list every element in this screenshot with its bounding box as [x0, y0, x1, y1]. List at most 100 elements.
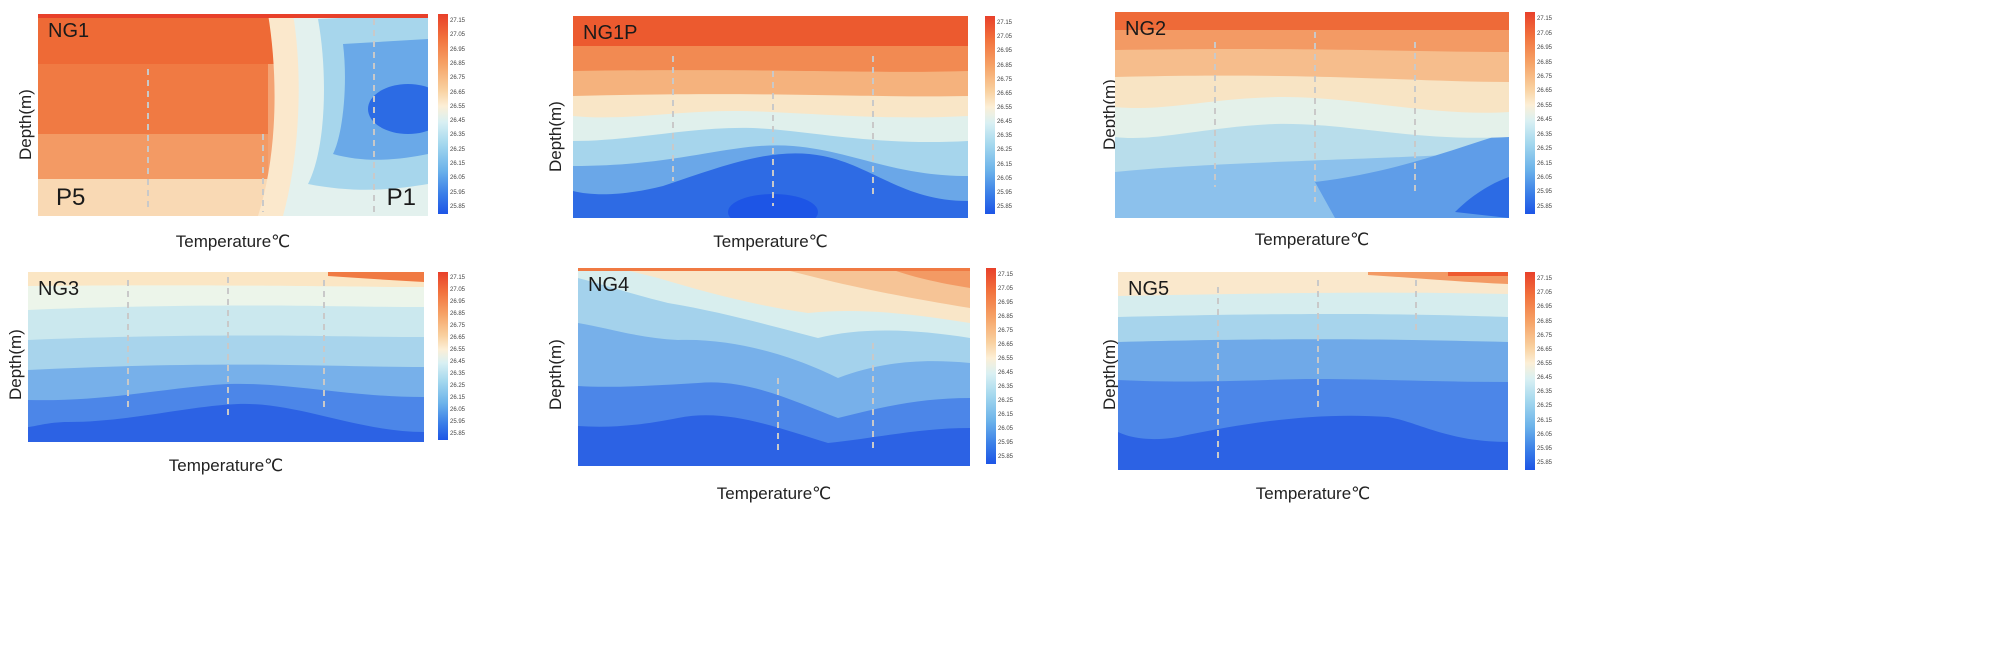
station-label-left: P5: [56, 184, 86, 211]
colorbar-tick-label: 27.15: [450, 18, 466, 25]
colorbar-tick-label: 26.75: [450, 323, 466, 329]
colorbar-gradient: [1525, 12, 1535, 214]
colorbar-tick-label: 26.85: [998, 314, 1014, 320]
colorbar-tick-label: 25.95: [997, 189, 1013, 196]
colorbar-tick-label: 25.95: [998, 440, 1014, 446]
colorbar: 27.15 27.05 26.95 26.85 26.75 26.65 26.55 26.45…: [986, 268, 1013, 464]
colorbar-tick-label: 26.55: [998, 356, 1014, 362]
colorbar-tick-label: 26.05: [1537, 431, 1553, 438]
x-axis-label: Temperature℃: [1255, 484, 1371, 503]
colorbar-tick-label: 27.15: [1537, 276, 1553, 283]
colorbar-gradient: [986, 268, 996, 464]
colorbar-tick-label: 26.55: [1537, 360, 1553, 367]
contour-plot: NG1P: [573, 16, 968, 218]
colorbar-tick-label: 26.55: [1537, 102, 1553, 109]
colorbar-tick-label: 26.55: [450, 103, 466, 110]
colorbar-tick-label: 26.65: [450, 335, 466, 341]
x-axis-label: Temperature℃: [1254, 230, 1370, 249]
colorbar-tick-label: 26.35: [450, 371, 466, 377]
colorbar-tick-label: 26.95: [1537, 45, 1553, 52]
colorbar-tick-label: 26.05: [997, 175, 1013, 182]
colorbar-tick-label: 26.05: [998, 426, 1014, 432]
colorbar-tick-label: 26.85: [1537, 318, 1553, 325]
colorbar-tick-label: 26.15: [1537, 160, 1553, 167]
colorbar-tick-label: 26.25: [450, 383, 466, 389]
colorbar-tick-label: 26.15: [997, 161, 1013, 168]
colorbar-tick-label: 25.95: [1537, 189, 1553, 196]
colorbar-tick-label: 27.15: [998, 272, 1014, 278]
colorbar-tick-label: 26.95: [998, 300, 1014, 306]
plot-title: NG2: [1125, 18, 1167, 40]
colorbar-tick-label: 26.45: [1537, 375, 1553, 382]
colorbar-tick-label: 26.45: [998, 370, 1014, 376]
colorbar: 27.15 27.05 26.95 26.85 26.75 26.65 26.55 26.45…: [1525, 12, 1552, 214]
colorbar: 27.15 27.05 26.95 26.85 26.75 26.65 26.55 26.45…: [985, 16, 1012, 214]
colorbar-tick-label: 27.05: [450, 287, 466, 293]
x-axis-label: Temperature℃: [175, 232, 291, 251]
x-axis-label: Temperature℃: [168, 456, 284, 475]
plot-title: NG4: [588, 274, 630, 296]
colorbar-tick-label: 25.95: [450, 419, 466, 425]
colorbar-tick-label: 26.45: [450, 359, 466, 365]
colorbar-tick-label: 26.95: [1537, 304, 1553, 311]
colorbar-tick-label: 26.65: [450, 89, 466, 96]
colorbar-tick-label: 26.25: [450, 146, 466, 153]
station-label-right: P1: [386, 184, 416, 211]
colorbar-tick-label: 26.25: [998, 398, 1014, 404]
colorbar-tick-label: 26.95: [450, 299, 466, 305]
colorbar-tick-label: 26.65: [1537, 88, 1553, 95]
colorbar: 27.15 27.05 26.95 26.85 26.75 26.65 26.55 26.45…: [438, 272, 465, 440]
colorbar-tick-label: 26.15: [998, 412, 1014, 418]
colorbar-tick-label: 25.95: [450, 189, 466, 196]
y-axis-label: Depth(m): [546, 101, 565, 172]
colorbar-tick-label: 27.15: [997, 20, 1013, 27]
colorbar-tick-label: 26.75: [997, 76, 1013, 83]
y-axis-label: Depth(m): [1100, 339, 1119, 410]
plot-title: NG1: [48, 20, 90, 42]
colorbar-tick-label: 26.25: [1537, 403, 1553, 410]
plot-title: NG5: [1128, 278, 1170, 300]
colorbar-tick-label: 26.35: [1537, 389, 1553, 396]
colorbar-tick-label: 26.25: [997, 147, 1013, 154]
colorbar-tick-label: 26.35: [450, 132, 466, 139]
colorbar-tick-label: 26.75: [1537, 73, 1553, 80]
colorbar-tick-label: 26.45: [1537, 117, 1553, 124]
colorbar-tick-label: 26.65: [1537, 346, 1553, 353]
contour-surface: [38, 14, 428, 216]
colorbar-tick-label: 25.85: [998, 454, 1014, 460]
colorbar-tick-label: 25.85: [1537, 203, 1553, 210]
colorbar-tick-label: 26.15: [450, 395, 466, 401]
plot-title: NG1P: [583, 22, 638, 44]
colorbar-tick-label: 26.05: [450, 407, 466, 413]
colorbar-tick-label: 26.55: [450, 347, 466, 353]
x-axis-label: Temperature℃: [716, 484, 832, 503]
contour-surface: [578, 268, 970, 466]
colorbar-tick-label: 26.85: [450, 311, 466, 317]
y-axis-label: Depth(m): [546, 339, 565, 410]
colorbar-tick-label: 26.65: [997, 90, 1013, 97]
colorbar-tick-label: 26.35: [997, 133, 1013, 140]
colorbar-tick-label: 26.75: [998, 328, 1014, 334]
colorbar-tick-label: 26.15: [450, 161, 466, 167]
contour-plot: NG1 P5 P1: [38, 14, 428, 216]
colorbar-gradient: [438, 14, 448, 214]
colorbar-tick-label: 26.55: [997, 104, 1013, 111]
colorbar-gradient: [1525, 272, 1535, 470]
colorbar-tick-label: 26.95: [997, 48, 1013, 55]
colorbar-tick-label: 27.15: [450, 275, 466, 281]
colorbar-tick-label: 26.75: [450, 75, 466, 82]
contour-plot: NG5: [1118, 272, 1508, 470]
y-axis-label: Depth(m): [16, 89, 35, 160]
colorbar-tick-label: 26.85: [1537, 59, 1553, 66]
colorbar-tick-label: 26.85: [450, 61, 466, 67]
colorbar-tick-label: 26.65: [998, 342, 1014, 348]
plot-title: NG3: [38, 278, 80, 300]
contour-surface: [573, 16, 968, 218]
contour-surface: [1118, 272, 1508, 470]
colorbar-gradient: [985, 16, 995, 214]
colorbar-tick-label: 25.95: [1537, 445, 1553, 452]
colorbar-tick-label: 25.85: [450, 203, 466, 210]
colorbar-tick-label: 27.05: [1537, 30, 1553, 37]
colorbar-tick-label: 26.45: [450, 118, 466, 125]
colorbar: 27.15 27.05 26.95 26.85 26.75 26.65 26.55 26.45…: [1525, 272, 1552, 470]
